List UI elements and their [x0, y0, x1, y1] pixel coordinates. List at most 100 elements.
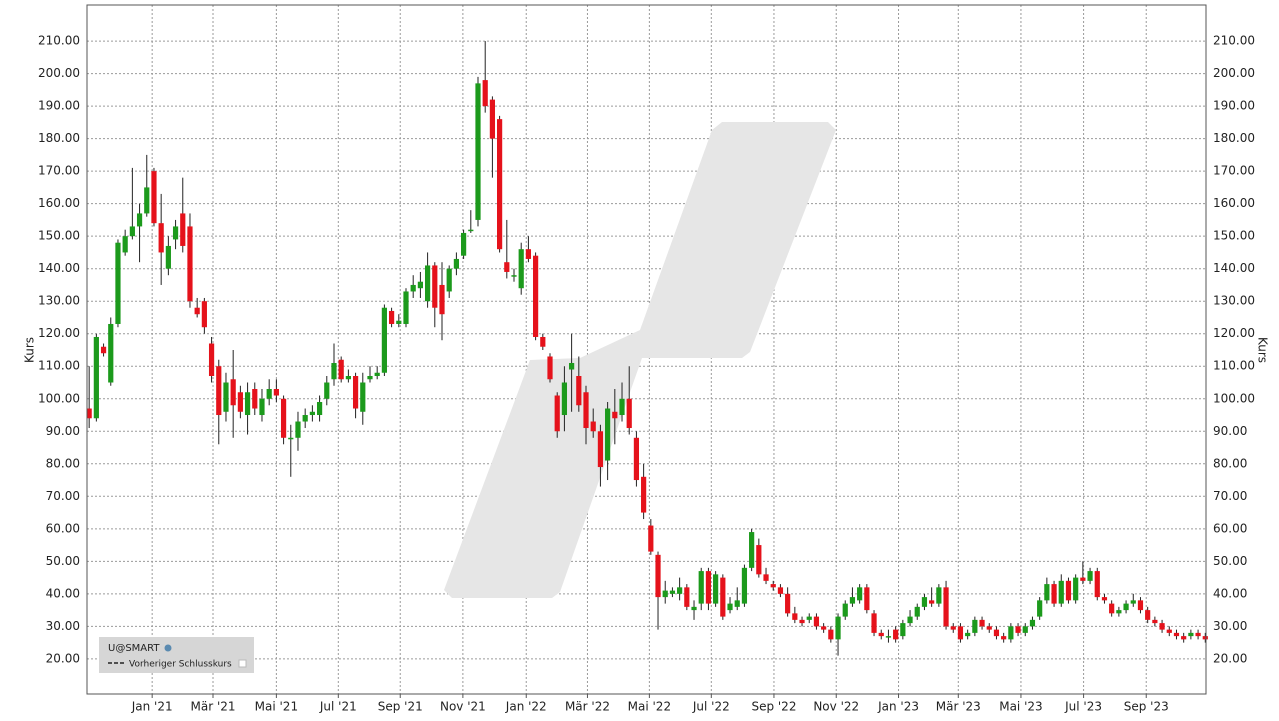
x-tick-label: Sep '22: [751, 700, 796, 714]
candle-body: [158, 223, 164, 253]
y2-tick-label: 30.00: [1213, 619, 1247, 633]
candle-body: [734, 600, 740, 607]
candle-body: [1173, 632, 1180, 637]
candle-body: [540, 336, 546, 347]
x-tick-label: Sep '21: [378, 700, 423, 714]
candles: [86, 41, 1208, 656]
candle-body: [194, 307, 200, 315]
y2-tick-label: 80.00: [1213, 456, 1247, 470]
candle-body: [237, 392, 243, 412]
candle-body: [151, 171, 157, 224]
candle-body: [597, 431, 604, 468]
candle-body: [972, 619, 978, 633]
candle-body: [914, 606, 920, 617]
candle-body: [885, 636, 892, 638]
candle-body: [986, 626, 992, 630]
candle-body: [108, 323, 114, 383]
candle-body: [252, 389, 258, 409]
legend-box: [99, 637, 254, 673]
candle-body: [1094, 571, 1100, 598]
x-tick-label: Mär '22: [565, 700, 610, 714]
candle-body: [388, 310, 395, 324]
candle-body: [129, 226, 135, 237]
candle-body: [122, 236, 128, 253]
candle-body: [461, 232, 467, 256]
candle-body: [1202, 636, 1208, 640]
candle-body: [1073, 577, 1079, 601]
y-tick-label: 130.00: [38, 294, 80, 308]
candle-body: [331, 362, 337, 380]
candle-body: [907, 616, 913, 624]
x-tick-label: Mär '21: [190, 700, 235, 714]
y2-tick-label: 140.00: [1213, 261, 1255, 275]
candle-body: [756, 545, 762, 575]
candle-body: [871, 613, 877, 633]
candle-body: [749, 532, 755, 568]
legend: U@SMART Vorheriger Schlusskurs: [99, 637, 254, 673]
candle-body: [828, 629, 834, 640]
candle-body: [835, 616, 841, 640]
candle-body: [324, 382, 330, 399]
candle-body: [849, 597, 856, 604]
candle-body: [165, 245, 171, 269]
y2-tick-label: 210.00: [1213, 34, 1255, 48]
y2-tick-label: 90.00: [1213, 424, 1247, 438]
candle-body: [655, 554, 661, 598]
candle-body: [295, 421, 301, 438]
candle-body: [950, 626, 956, 630]
candle-body: [1037, 600, 1043, 617]
candle-body: [1015, 626, 1021, 633]
candle-body: [785, 593, 791, 614]
legend-entry: Vorheriger Schlusskurs: [129, 660, 232, 670]
x-tick-label: Sep '23: [1124, 700, 1169, 714]
candle-body: [713, 574, 719, 604]
candle-body: [1195, 632, 1201, 637]
candle-body: [468, 229, 474, 232]
x-tick-label: Jan '23: [877, 700, 919, 714]
legend-checkbox[interactable]: [238, 659, 247, 668]
x-tick-label: Jan '21: [131, 700, 173, 714]
candle-body: [439, 284, 445, 315]
candle-body: [1109, 603, 1115, 614]
candle-body: [1065, 580, 1072, 601]
candle-body: [316, 402, 323, 416]
candle-body: [1080, 577, 1086, 581]
candle-body: [943, 587, 949, 627]
candle-body: [93, 336, 99, 419]
candle-body: [244, 392, 251, 416]
x-tick-label: Jul '22: [692, 700, 730, 714]
candle-body: [208, 343, 215, 376]
y-tick-label: 200.00: [38, 66, 80, 80]
candle-body: [691, 606, 697, 611]
candle-body: [626, 398, 632, 429]
candle-body: [1130, 600, 1136, 604]
candle-body: [180, 213, 186, 246]
x-tick-label: Mai '21: [255, 700, 298, 714]
y-tick-label: 150.00: [38, 229, 80, 243]
candle-body: [705, 571, 712, 604]
y2-tick-label: 200.00: [1213, 66, 1255, 80]
candle-body: [936, 587, 942, 604]
candle-body: [374, 372, 380, 376]
y-tick-label: 60.00: [46, 521, 80, 535]
candle-body: [273, 389, 279, 396]
candle-body: [770, 584, 776, 588]
candle-body: [1152, 619, 1158, 624]
candle-body: [720, 577, 726, 617]
y2-tick-label: 20.00: [1213, 651, 1247, 665]
y2-tick-label: 110.00: [1213, 359, 1255, 373]
y2-tick-label: 190.00: [1213, 99, 1255, 113]
candle-body: [525, 249, 532, 259]
candle-body: [1029, 619, 1036, 627]
candle-body: [1137, 600, 1144, 611]
candle-body: [172, 226, 179, 240]
candle-body: [280, 398, 287, 438]
candle-body: [957, 626, 964, 640]
candle-body: [144, 187, 150, 214]
x-tick-label: Jan '22: [505, 700, 547, 714]
candle-body: [360, 382, 366, 412]
x-tick-label: Nov '22: [813, 700, 859, 714]
y-axis-label: Kurs: [23, 337, 37, 363]
candle-body: [345, 376, 351, 380]
